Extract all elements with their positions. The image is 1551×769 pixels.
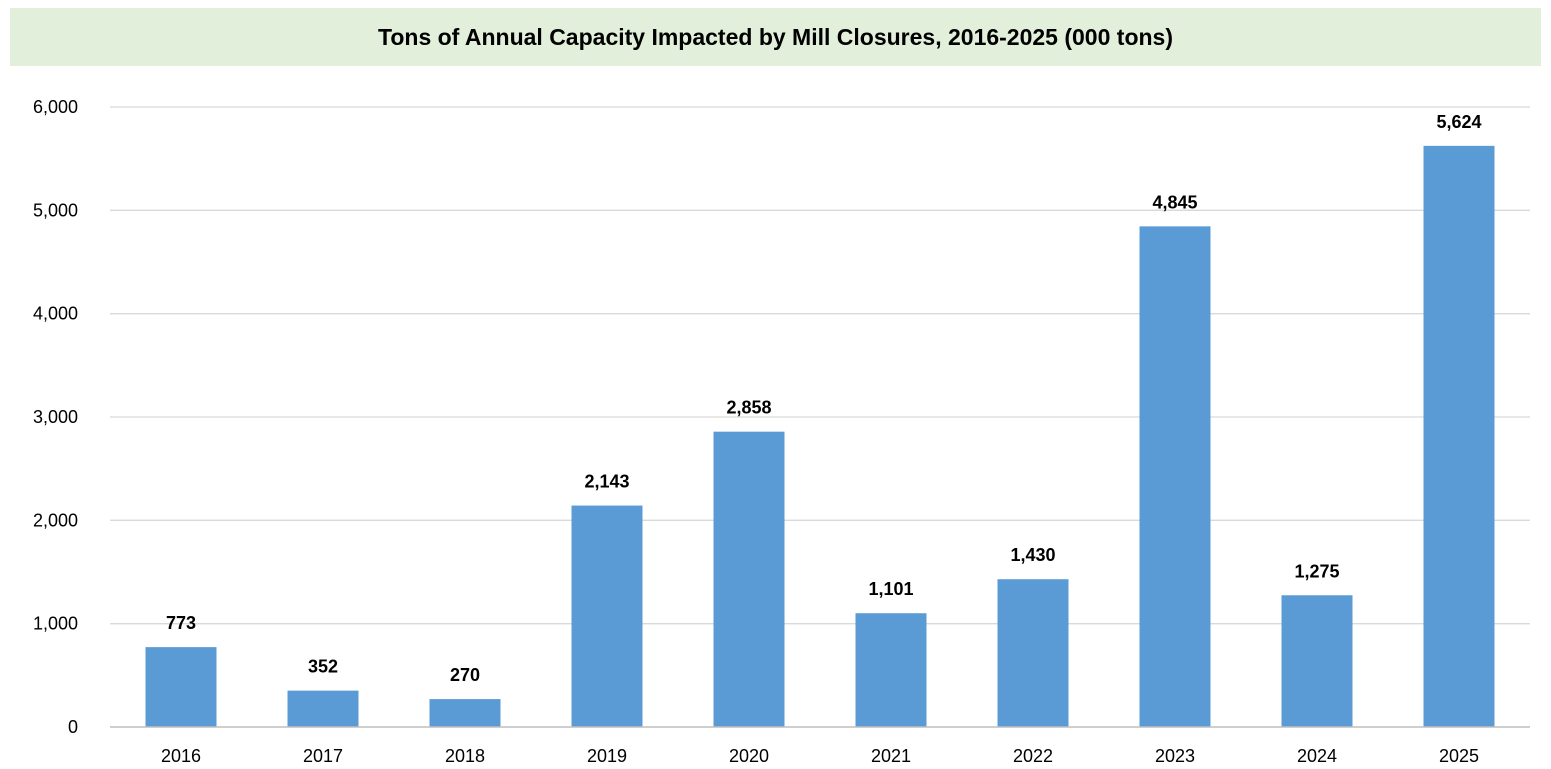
y-tick-label: 5,000	[33, 200, 78, 220]
bar-2023	[1139, 226, 1211, 727]
x-tick-label-2016: 2016	[161, 746, 201, 766]
y-tick-label: 3,000	[33, 407, 78, 427]
data-label-2016: 773	[166, 613, 196, 633]
x-tick-label-2023: 2023	[1155, 746, 1195, 766]
bars	[145, 145, 1495, 727]
y-tick-label: 1,000	[33, 614, 78, 634]
chart-title-bar: Tons of Annual Capacity Impacted by Mill…	[10, 8, 1541, 66]
bar-2017	[287, 690, 359, 727]
x-tick-label-2022: 2022	[1013, 746, 1053, 766]
bar-2024	[1281, 595, 1353, 727]
bar-2019	[571, 505, 643, 727]
x-tick-label-2021: 2021	[871, 746, 911, 766]
bar-2022	[997, 579, 1069, 727]
bar-2020	[713, 431, 785, 727]
chart-title: Tons of Annual Capacity Impacted by Mill…	[378, 23, 1173, 50]
data-label-2025: 5,624	[1436, 112, 1481, 132]
y-tick-label: 0	[68, 717, 78, 737]
x-axis-ticks: 2016 2017 2018 2019 2020 2021 2022 2023 2024 2025	[161, 746, 1479, 766]
y-axis-ticks: 0 1,000 2,000 3,000 4,000 5,000 6,000	[33, 97, 78, 737]
y-tick-label: 6,000	[33, 97, 78, 117]
x-tick-label-2018: 2018	[445, 746, 485, 766]
bar-2016	[145, 647, 217, 727]
y-tick-label: 4,000	[33, 304, 78, 324]
x-tick-label-2025: 2025	[1439, 746, 1479, 766]
x-tick-label-2019: 2019	[587, 746, 627, 766]
y-tick-label: 2,000	[33, 510, 78, 530]
x-tick-label-2024: 2024	[1297, 746, 1337, 766]
bar-2018	[429, 699, 501, 727]
data-label-2022: 1,430	[1010, 545, 1055, 565]
data-labels: 773 352 270 2,143 2,858 1,101 1,430 4,845 1,275 5…	[166, 112, 1482, 685]
bar-2025	[1423, 145, 1495, 727]
data-label-2024: 1,275	[1294, 561, 1339, 581]
data-label-2023: 4,845	[1152, 192, 1197, 212]
bar-2021	[855, 613, 927, 727]
data-label-2020: 2,858	[726, 398, 771, 418]
data-label-2021: 1,101	[868, 579, 913, 599]
x-tick-label-2020: 2020	[729, 746, 769, 766]
data-label-2017: 352	[308, 657, 338, 677]
data-label-2019: 2,143	[584, 472, 629, 492]
data-label-2018: 270	[450, 665, 480, 685]
gridlines	[110, 106, 1530, 625]
x-tick-label-2017: 2017	[303, 746, 343, 766]
